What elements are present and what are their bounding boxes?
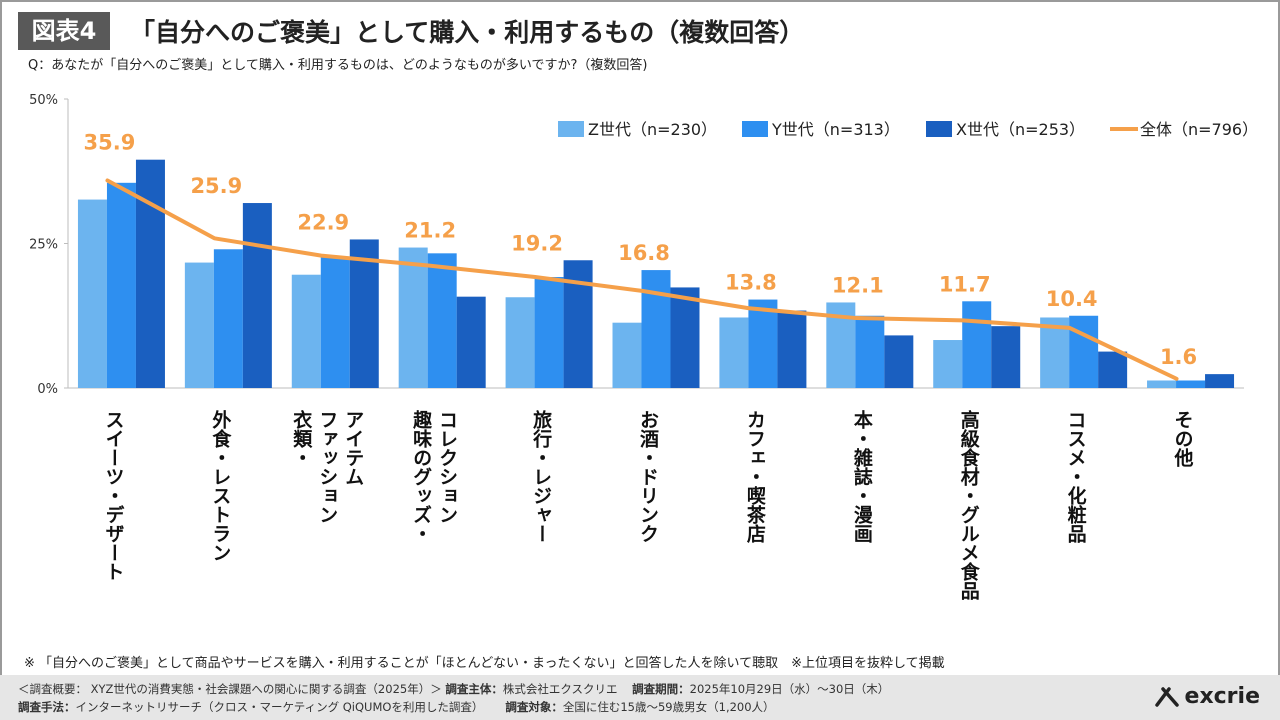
x-category-label: カフェ・喫茶店 <box>744 410 766 544</box>
survey-question: Q：あなたが「自分へのご褒美」として購入・利用するものは、どのようなものが多いで… <box>28 58 648 73</box>
total-data-label: 16.8 <box>618 241 670 265</box>
total-data-label: 11.7 <box>939 272 991 296</box>
y-tick-label: 0% <box>37 382 58 397</box>
x-category-label: コレクション <box>436 410 458 524</box>
bar-z-gen <box>933 340 963 388</box>
total-data-label: 13.8 <box>725 271 777 295</box>
bar-y-gen <box>213 249 243 388</box>
legend-swatch <box>742 121 768 137</box>
bar-y-gen <box>106 182 136 388</box>
bar-z-gen <box>398 247 428 388</box>
footnote: ※ 「自分へのご褒美」として商品やサービスを購入・利用することが「ほとんどない・… <box>24 656 945 671</box>
x-category-label: アイテム <box>342 410 364 486</box>
total-data-label: 1.6 <box>1160 345 1197 369</box>
bar-x-gen <box>456 296 486 388</box>
x-category-label: 高級食材・グルメ食品 <box>958 409 980 600</box>
legend-label: Y世代（n=313） <box>771 120 900 139</box>
bar-x-gen <box>1205 374 1235 388</box>
bar-x-gen <box>349 239 379 388</box>
survey-info-band <box>0 675 1280 720</box>
legend-swatch <box>926 121 952 137</box>
y-tick-label: 25% <box>29 238 58 253</box>
bar-z-gen <box>291 274 321 388</box>
bar-y-gen <box>1069 315 1099 388</box>
period-value: 2025年10月29日（水）〜30日（木） <box>689 682 890 696</box>
x-category-label: 外食・レストラン <box>209 409 231 562</box>
figure-label: 図表4 <box>18 12 110 50</box>
total-data-label: 19.2 <box>511 231 563 255</box>
bar-x-gen <box>242 203 272 388</box>
logo-mark-icon <box>1154 687 1179 707</box>
bar-y-gen <box>320 256 350 388</box>
total-data-label: 21.2 <box>404 219 456 243</box>
x-category-label: 趣味のグッズ・ <box>410 409 433 543</box>
bar-line-chart: 0% 25% 50% 35.9 25.9 22.9 21.2 19.2 16.8 13.8 12.1… <box>29 93 1258 600</box>
bar-z-gen <box>77 199 107 388</box>
bar-z-gen <box>612 322 642 388</box>
bar-y-gen <box>748 299 778 388</box>
bar-y-gen <box>962 301 992 388</box>
legend-label: X世代（n=253） <box>956 120 1085 139</box>
legend-label: 全体（n=796） <box>1140 120 1258 139</box>
x-category-label: 衣類・ <box>290 409 313 467</box>
bar-y-gen <box>641 270 671 388</box>
method-label: 調査手法： <box>18 700 76 714</box>
x-category-label: 旅行・レジャー <box>530 409 553 543</box>
x-category-label: コスメ・化粧品 <box>1065 410 1087 543</box>
target-value: 全国に住む15歳〜59歳男女（1,200人） <box>562 700 775 714</box>
bar-y-gen <box>855 315 885 388</box>
bar-x-gen <box>1098 351 1128 388</box>
total-data-label: 35.9 <box>84 131 136 155</box>
total-line <box>105 178 1179 381</box>
bar-x-gen <box>884 335 914 388</box>
x-category-label: お酒・ドリンク <box>637 410 659 543</box>
bar-z-gen <box>719 317 749 388</box>
sponsor-value: 株式会社エクスクリエ <box>502 682 618 696</box>
bar-x-gen <box>991 326 1021 388</box>
legend-label: Z世代（n=230） <box>588 120 717 139</box>
period-label: 調査期間： <box>632 682 690 696</box>
y-tick-label: 50% <box>29 93 58 108</box>
bar-x-gen <box>777 310 807 388</box>
survey-info-line-2: 調査手法：インターネットリサーチ（クロス・マーケティング QiQUMOを利用した… <box>18 699 775 715</box>
x-category-label: ファッション <box>316 410 338 524</box>
bar-z-gen <box>1147 380 1177 388</box>
total-data-label: 12.1 <box>832 273 884 297</box>
total-data-label: 25.9 <box>190 174 242 198</box>
logo-text: excrie <box>1184 684 1260 709</box>
bar-y-gen <box>534 277 564 388</box>
x-category-label: スイーツ・デザート <box>102 410 124 581</box>
bar-x-gen <box>670 287 700 388</box>
total-data-label: 22.9 <box>297 210 349 234</box>
x-category-label: 本・雑誌・漫画 <box>851 409 874 543</box>
method-value: インターネットリサーチ（クロス・マーケティング QiQUMOを利用した調査） <box>75 700 484 714</box>
legend-swatch <box>558 121 584 137</box>
bar-x-gen <box>135 159 165 388</box>
total-data-label: 10.4 <box>1046 287 1098 311</box>
survey-info-line-1: ＜調査概要： XYZ世代の消費実態・社会課題への関心に関する調査（2025年）＞… <box>18 681 889 697</box>
bar-z-gen <box>184 262 214 388</box>
bar-y-gen <box>1176 380 1206 388</box>
target-label: 調査対象： <box>505 700 563 714</box>
bar-z-gen <box>505 297 535 388</box>
x-category-label: その他 <box>1172 410 1195 467</box>
excrie-logo: excrie <box>1154 684 1260 709</box>
bar-y-gen <box>427 253 457 388</box>
sponsor-label: 調査主体： <box>445 682 503 696</box>
chart-title: 「自分へのご褒美」として購入・利用するもの（複数回答） <box>130 18 805 47</box>
survey-overview: ＜調査概要： XYZ世代の消費実態・社会課題への関心に関する調査（2025年）＞ <box>18 682 442 696</box>
